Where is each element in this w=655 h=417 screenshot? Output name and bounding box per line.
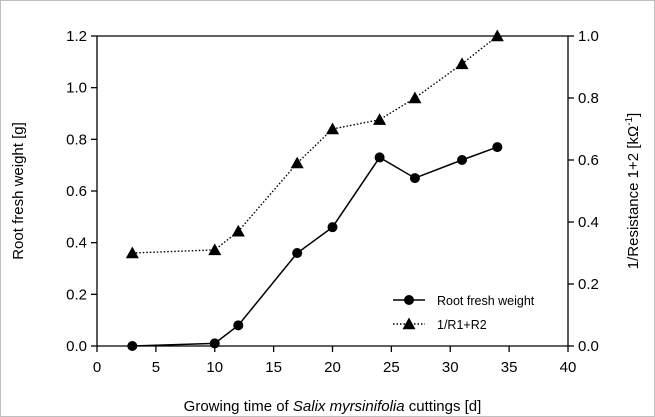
y-axis-right-title: 1/Resistance 1+2 [kΩ-1] <box>624 113 642 269</box>
axes-layer <box>91 35 574 352</box>
x-tick-label: 5 <box>152 359 160 376</box>
y-left-tick-label: 0.2 <box>66 286 87 303</box>
series-1-point <box>292 248 303 258</box>
series-2-point <box>490 29 504 42</box>
y-right-tick-label: 0.0 <box>578 338 599 355</box>
y-right-tick-label: 0.8 <box>578 90 599 107</box>
x-axis-title: Growing time of Salix myrsinifolia cutti… <box>184 398 482 415</box>
series-1-point <box>327 222 338 233</box>
series-2-point <box>326 122 339 135</box>
x-tick-label: 20 <box>324 359 341 376</box>
y-left-tick-label: 0.0 <box>66 338 87 355</box>
x-tick-label: 30 <box>442 359 459 376</box>
x-tick-label: 0 <box>93 359 101 376</box>
y-right-tick-label: 0.2 <box>578 276 599 293</box>
legend-label-1: Root fresh weight <box>437 294 535 308</box>
legend-label-2: 1/R1+R2 <box>437 318 487 332</box>
x-tick-label: 35 <box>501 359 518 376</box>
series-2-point <box>373 113 387 125</box>
y-left-tick-label: 1.2 <box>66 28 87 45</box>
series-1-point <box>233 320 244 331</box>
y-left-tick-label: 0.8 <box>66 131 87 148</box>
series-2-point <box>290 156 304 169</box>
y-axis-left-title: Root fresh weight [g] <box>10 122 27 260</box>
x-tick-label: 10 <box>206 359 223 376</box>
series-1-point <box>127 341 138 351</box>
x-tick-label: 15 <box>265 359 282 376</box>
series-1-point <box>209 338 220 349</box>
y-right-tick-label: 0.4 <box>578 214 599 231</box>
series-1-point <box>374 152 385 163</box>
labels-layer: 0 5 10 15 20 25 30 35 400.00.20.40.60.81.01.20.0… <box>10 28 642 415</box>
legend-marker-2 <box>402 317 416 330</box>
legend-marker-1 <box>404 295 414 305</box>
x-tick-label: 40 <box>560 359 577 376</box>
x-tick-label: 25 <box>383 359 400 376</box>
series-2-point <box>125 246 139 259</box>
y-right-tick-label: 0.6 <box>578 152 599 169</box>
series-1-point <box>409 173 420 184</box>
y-right-tick-label: 1.0 <box>578 28 599 45</box>
y-left-tick-label: 0.4 <box>66 235 87 252</box>
y-left-tick-label: 1.0 <box>66 80 87 97</box>
series-1-point <box>457 155 468 165</box>
series-2-point <box>208 243 222 256</box>
series-2-point <box>408 91 422 104</box>
series-layer <box>125 29 504 351</box>
series-1-point <box>492 142 503 153</box>
y-left-tick-label: 0.6 <box>66 183 87 200</box>
series-line-2 <box>132 35 498 254</box>
series-line-1 <box>132 146 498 347</box>
series-2-point <box>455 57 469 70</box>
series-2-point <box>231 224 245 237</box>
legend: Root fresh weight 1/R1+R2 <box>393 294 535 332</box>
